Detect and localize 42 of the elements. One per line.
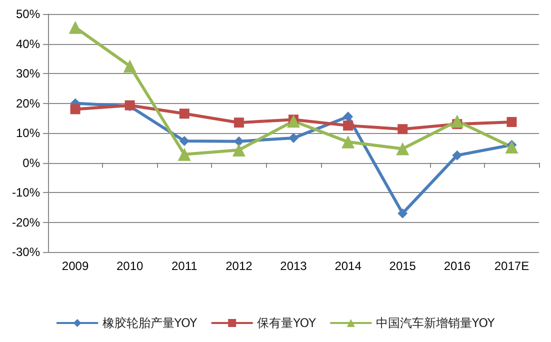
point — [398, 124, 408, 134]
point — [68, 20, 82, 34]
y-tick-label: -20% — [12, 215, 40, 230]
point — [232, 143, 246, 156]
point — [343, 120, 354, 131]
point — [398, 208, 408, 218]
point — [234, 118, 244, 128]
y-tick-label: -10% — [12, 186, 40, 200]
x-tick-label: 2017E — [494, 259, 530, 273]
legend-label: 保有量YOY — [257, 316, 317, 330]
point — [179, 108, 190, 119]
legend-label: 中国汽车新增销量YOY — [376, 316, 496, 330]
point — [505, 140, 518, 154]
y-tick-label: 10% — [16, 126, 40, 140]
point — [288, 133, 298, 144]
point — [396, 142, 410, 156]
x-tick-label: 2016 — [444, 259, 471, 273]
point — [70, 104, 80, 114]
y-tick-label: 0% — [22, 156, 40, 170]
point — [506, 116, 517, 127]
legend-label: 橡胶轮胎产量YOY — [102, 316, 198, 330]
y-tick-label: 50% — [16, 7, 40, 21]
point — [234, 136, 244, 146]
x-tick-label: 2014 — [334, 259, 362, 273]
point — [123, 60, 136, 73]
x-tick-label: 2009 — [62, 259, 89, 273]
point — [179, 136, 190, 146]
point — [343, 112, 354, 122]
y-tick-label: 40% — [16, 36, 40, 51]
point — [342, 135, 355, 148]
point — [178, 148, 191, 161]
x-tick-label: 2012 — [226, 259, 253, 273]
y-tick-label: 20% — [16, 96, 40, 110]
x-tick-label: 2010 — [116, 259, 144, 273]
point — [452, 150, 462, 160]
y-tick-label: -30% — [12, 245, 40, 259]
x-tick-label: 2011 — [171, 259, 198, 273]
point — [287, 114, 300, 128]
x-tick-label: 2015 — [389, 259, 416, 273]
point — [450, 114, 464, 128]
x-tick-label: 2013 — [280, 259, 308, 273]
y-tick-label: 30% — [16, 66, 40, 80]
